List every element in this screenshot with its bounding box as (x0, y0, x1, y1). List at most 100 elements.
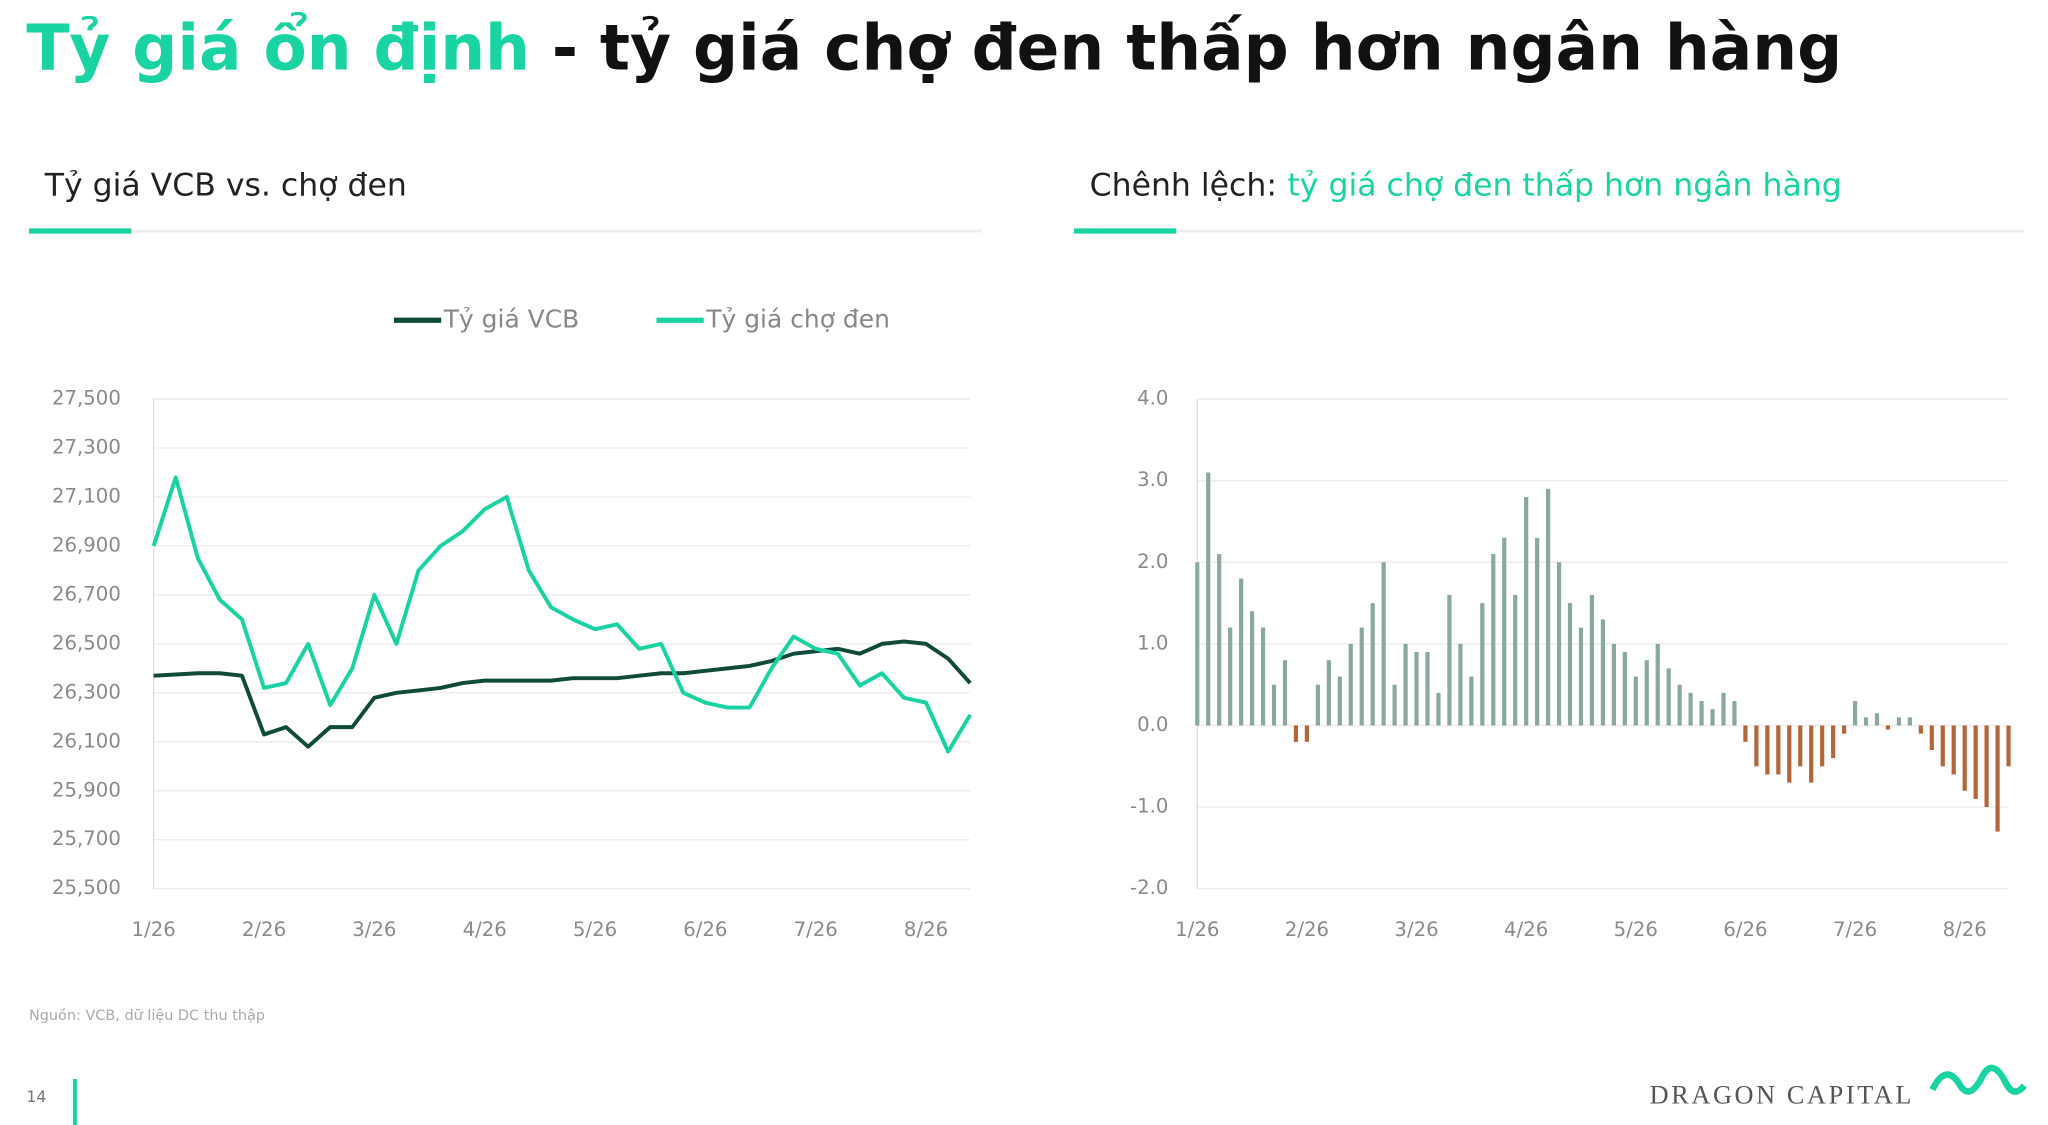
chart-title-lead: Chênh lệch: (1090, 167, 1277, 203)
x-tick-label: 3/26 (352, 918, 396, 941)
bar (1293, 725, 1299, 742)
bar (1951, 725, 1956, 775)
bar (1885, 725, 1891, 730)
bar (1304, 725, 1310, 742)
bar (1239, 578, 1244, 726)
y-tick-label: 25,900 (52, 778, 121, 801)
y-tick-label: 1.0 (1137, 631, 1168, 654)
y-tick-label: 26,900 (52, 533, 121, 556)
bar (1337, 676, 1342, 726)
bar (1326, 660, 1331, 726)
bar (1710, 709, 1715, 726)
chart-title: Chênh lệch: tỷ giá chợ đen thấp hơn ngân … (1090, 167, 1842, 203)
bar (1436, 692, 1441, 726)
title-rest: - tỷ giá chợ đen thấp hơn ngân hàng (530, 12, 1842, 85)
bar (1315, 684, 1320, 726)
bar (1721, 692, 1726, 726)
bar (1940, 725, 1945, 767)
y-tick-label: -1.0 (1130, 795, 1168, 818)
x-tick-label: 8/26 (904, 918, 948, 941)
bar (1907, 717, 1912, 726)
bar (1611, 643, 1616, 726)
y-tick-label: 4.0 (1137, 387, 1168, 410)
legend-label: Tỷ giá VCB (443, 304, 579, 333)
x-tick-label: 1/26 (1175, 918, 1219, 941)
bar (1392, 684, 1397, 726)
source-note: Nguồn: VCB, dữ liệu DC thu thập (29, 1007, 265, 1024)
bar (1458, 643, 1463, 726)
y-tick-label: 27,500 (52, 387, 121, 410)
bar (1754, 725, 1759, 767)
bar (1502, 537, 1507, 726)
bar (1425, 652, 1430, 726)
bar (1348, 643, 1353, 726)
x-tick-label: 6/26 (683, 918, 727, 941)
bar (1260, 627, 1266, 726)
line-series (153, 639, 972, 749)
bar (1513, 594, 1518, 726)
bar (1776, 725, 1781, 775)
bar (1567, 603, 1573, 726)
y-tick-label: 26,300 (52, 680, 121, 703)
chart-subtitle: tỷ giá chợ đen thấp hơn ngân hàng (1287, 167, 1841, 203)
bar (1359, 627, 1364, 726)
x-tick-label: 7/26 (1833, 918, 1877, 941)
bar (1206, 472, 1211, 726)
bar (1249, 611, 1255, 726)
bar (1524, 496, 1529, 726)
bar (1545, 488, 1551, 726)
bar (1918, 725, 1923, 734)
x-tick-label: 1/26 (132, 918, 176, 941)
chart-title: Tỷ giá VCB vs. chợ đen (44, 167, 407, 203)
x-tick-label: 3/26 (1394, 918, 1438, 941)
bar (1896, 717, 1902, 726)
bar (1556, 562, 1562, 726)
x-tick-label: 2/26 (242, 918, 286, 941)
y-tick-label: 26,100 (52, 729, 121, 752)
bar (1414, 652, 1419, 726)
bar (1798, 725, 1803, 767)
logo-mark (1929, 1064, 2027, 1095)
bar (1962, 725, 1967, 791)
x-tick-label: 2/26 (1285, 918, 1329, 941)
page-number: 14 (26, 1087, 46, 1106)
bar (1984, 725, 1989, 808)
bar (1699, 701, 1704, 726)
y-tick-label: 0.0 (1137, 713, 1168, 736)
bar (1535, 537, 1540, 726)
bar (1491, 554, 1496, 726)
y-tick-label: 3.0 (1137, 468, 1168, 491)
y-tick-label: 25,500 (52, 876, 121, 899)
bar (1622, 652, 1627, 726)
bar (1688, 692, 1693, 726)
bar (1469, 676, 1474, 726)
bar (1403, 643, 1408, 726)
bar (1765, 725, 1770, 775)
bar (1831, 725, 1836, 759)
bar (1282, 660, 1288, 726)
bar (1852, 701, 1858, 726)
bar (1677, 684, 1682, 726)
bar (1787, 725, 1792, 783)
bar (1195, 562, 1200, 726)
bar (1841, 725, 1847, 734)
bar (1732, 701, 1737, 726)
y-tick-label: 26,700 (52, 582, 121, 605)
line-series (151, 475, 972, 754)
y-tick-label: 26,500 (52, 631, 121, 654)
bar (1370, 603, 1375, 726)
bar (1578, 627, 1584, 726)
bar (1228, 627, 1233, 726)
x-tick-label: 4/26 (1504, 918, 1548, 941)
title-highlight: Tỷ giá ổn định (26, 12, 530, 85)
bar (1447, 594, 1452, 726)
bar (1633, 676, 1638, 726)
logo-text: DRAGON CAPITAL (1650, 1080, 1914, 1109)
bar (1589, 594, 1595, 726)
y-tick-label: 2.0 (1137, 550, 1168, 573)
x-tick-label: 5/26 (573, 918, 617, 941)
bar (1874, 713, 1880, 726)
bar (1271, 684, 1277, 726)
bar (1809, 725, 1814, 783)
legend-label: Tỷ giá chợ đen (705, 304, 890, 333)
